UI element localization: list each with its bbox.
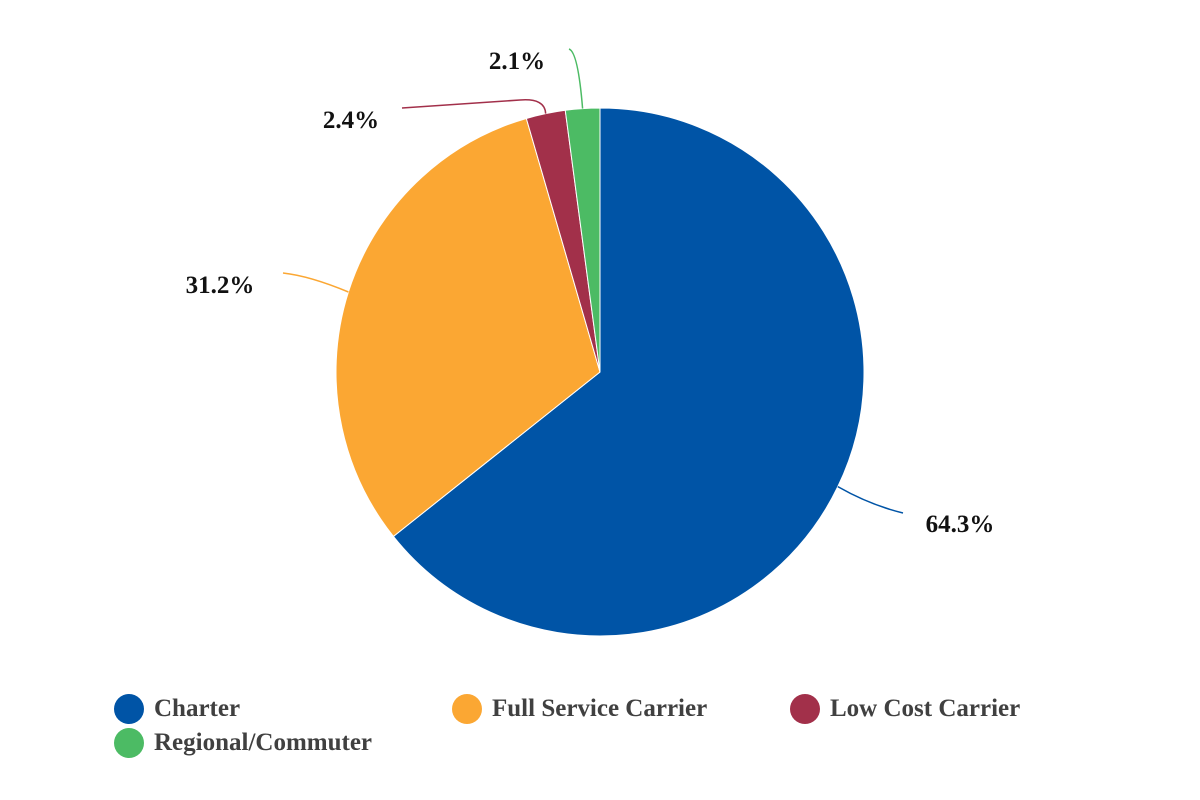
pie-slices — [335, 107, 865, 637]
legend-marker-charter — [114, 694, 144, 724]
leader-line-low-cost-carrier — [401, 99, 547, 114]
data-label-full-service-carrier: 31.2% — [186, 272, 255, 299]
pie-slice-full-service-carrier[interactable] — [335, 117, 601, 538]
data-label-charter: 64.3% — [926, 511, 995, 538]
legend-marker-full-service-carrier — [452, 694, 482, 724]
legend-label-charter: Charter — [154, 695, 241, 722]
leader-line-charter — [837, 486, 904, 514]
leader-line-regional-commuter — [568, 48, 584, 109]
legend-item-regional-commuter[interactable]: Regional/Commuter — [114, 726, 372, 760]
leader-line-full-service-carrier — [282, 272, 349, 293]
pie-slice-charter[interactable] — [392, 107, 865, 637]
legend-item-full-service-carrier[interactable]: Full Service Carrier — [452, 692, 707, 726]
data-label-low-cost-carrier: 2.4% — [323, 107, 379, 134]
legend-label-regional-commuter: Regional/Commuter — [154, 729, 373, 756]
legend-item-low-cost-carrier[interactable]: Low Cost Carrier — [790, 692, 1020, 726]
legend-label-full-service-carrier: Full Service Carrier — [492, 695, 708, 722]
legend-label-low-cost-carrier: Low Cost Carrier — [830, 695, 1021, 722]
data-label-regional-commuter: 2.1% — [489, 48, 545, 75]
legend-marker-regional-commuter — [114, 728, 144, 758]
data-labels: 64.3% 31.2% 2.4% 2.1% — [186, 48, 995, 538]
leader-lines — [282, 48, 904, 514]
legend-marker-low-cost-carrier — [790, 694, 820, 724]
pie-slice-regional-commuter[interactable] — [564, 107, 601, 373]
legend-item-charter[interactable]: Charter — [114, 692, 240, 726]
